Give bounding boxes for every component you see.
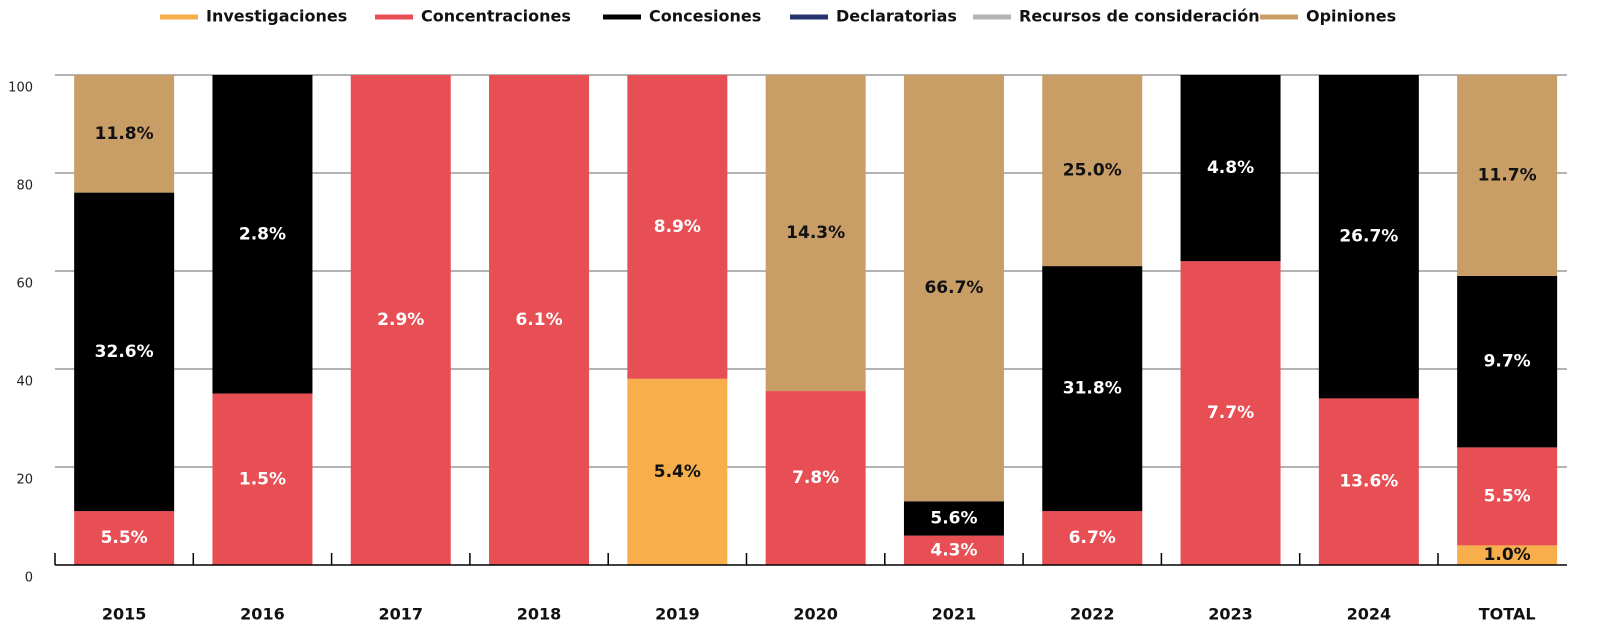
bar-label: 6.7% [1069, 528, 1116, 548]
bar-segment [1042, 75, 1143, 267]
x-tick-label: 2017 [378, 605, 423, 624]
bar-segment [1042, 266, 1143, 512]
bar-segment [74, 75, 175, 193]
bar-segment [350, 75, 451, 565]
y-tick-label: 0 [25, 571, 33, 586]
bar-label: 9.7% [1484, 352, 1531, 372]
y-tick-label: 100 [8, 81, 33, 96]
bar-label: 8.9% [654, 217, 701, 237]
bar-label: 66.7% [924, 278, 983, 298]
bar-label: 11.7% [1478, 165, 1537, 185]
x-tick-label: 2018 [517, 605, 562, 624]
bar-segment [1180, 261, 1281, 565]
bar-segment [1180, 75, 1281, 262]
bar-label: 2.8% [239, 224, 286, 244]
bar-segment [1042, 511, 1143, 565]
legend-label: Investigaciones [206, 7, 347, 26]
bar-label: 25.0% [1063, 161, 1122, 181]
bar-segment [1457, 447, 1558, 546]
y-tick-label: 20 [16, 473, 33, 488]
bar-segment [1457, 545, 1558, 565]
bar-segment [903, 535, 1004, 565]
x-tick-label: 2016 [240, 605, 285, 624]
bar-segment [903, 75, 1004, 502]
legend-label: Concentraciones [421, 7, 571, 26]
bar-segment [489, 75, 590, 565]
bar-label: 1.5% [239, 469, 286, 489]
y-tick-label: 40 [16, 375, 33, 390]
legend-label: Opiniones [1306, 7, 1396, 26]
bar-segment [765, 75, 866, 392]
bar-label: 7.7% [1207, 403, 1254, 423]
x-tick-label: 2019 [655, 605, 700, 624]
bar-label: 1.0% [1484, 545, 1531, 565]
bar-label: 5.5% [1484, 486, 1531, 506]
bar-segment [627, 378, 728, 565]
x-tick-label: 2023 [1208, 605, 1253, 624]
x-tick-label: TOTAL [1479, 605, 1536, 624]
bar-label: 7.8% [792, 468, 839, 488]
bar-label: 26.7% [1339, 227, 1398, 247]
bar-segment [74, 511, 175, 565]
bar-label: 11.8% [95, 124, 154, 144]
bar-label: 4.3% [930, 540, 977, 560]
bar-segment [627, 75, 728, 379]
bar-label: 14.3% [786, 223, 845, 243]
bar-label: 6.1% [515, 310, 562, 330]
x-tick-label: 2015 [102, 605, 147, 624]
x-tick-label: 2024 [1347, 605, 1392, 624]
bar-label: 2.9% [377, 310, 424, 330]
x-tick-label: 2020 [793, 605, 838, 624]
x-tick-label: 2022 [1070, 605, 1115, 624]
bar-label: 32.6% [95, 342, 154, 362]
bar-label: 5.4% [654, 462, 701, 482]
y-tick-label: 80 [16, 179, 33, 194]
x-tick-label: 2021 [932, 605, 977, 624]
legend-label: Declaratorias [836, 7, 957, 26]
bar-segment [1318, 398, 1419, 565]
bar-label: 4.8% [1207, 158, 1254, 178]
bar-segment [903, 501, 1004, 536]
bar-label: 5.5% [101, 528, 148, 548]
bar-segment [212, 75, 313, 394]
legend-label: Recursos de consideración [1019, 7, 1260, 26]
bar-segment [212, 393, 313, 565]
bar-segment [74, 192, 175, 512]
bar-label: 5.6% [930, 508, 977, 528]
bar-segment [1457, 275, 1558, 448]
legend-label: Concesiones [649, 7, 761, 26]
bar-label: 31.8% [1063, 379, 1122, 399]
bar-segment [1318, 75, 1419, 399]
bar-segment [765, 391, 866, 565]
bar-segment [1457, 75, 1558, 276]
y-tick-label: 60 [16, 277, 33, 292]
bar-label: 13.6% [1339, 472, 1398, 492]
